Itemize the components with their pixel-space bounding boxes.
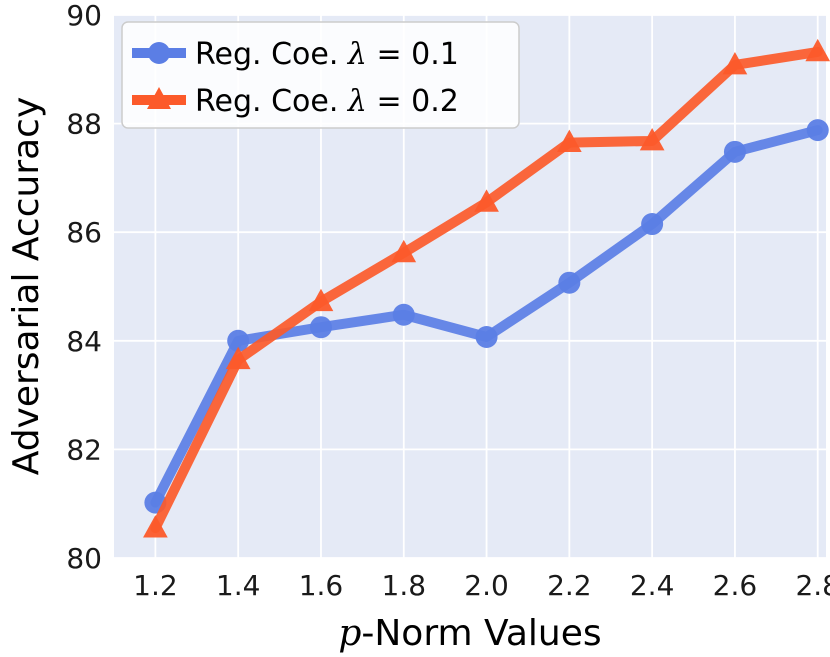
x-tick-labels: 1.2 1.4 1.6 1.8 2.0 2.2 2.4 2.6 2.8 (133, 569, 830, 602)
legend-marker-triangle (147, 87, 171, 109)
data-point-triangle (556, 129, 582, 152)
y-tick-label: 82 (66, 433, 102, 466)
x-tick-label: 1.6 (299, 569, 344, 602)
data-point-triangle (805, 38, 830, 62)
x-tick-label: 2.0 (464, 569, 509, 602)
legend-box (121, 21, 520, 129)
y-tick-labels: 80 82 84 86 88 90 (66, 0, 102, 575)
legend-label-series-2: Reg. Coe. λ = 0.2 (195, 84, 459, 119)
y-tick-label: 84 (66, 325, 102, 358)
y-tick-label: 90 (66, 0, 102, 32)
legend-label-series-1: Reg. Coe. λ = 0.1 (195, 37, 459, 72)
legend: Reg. Coe. λ = 0.1 Reg. Coe. λ = 0.2 (121, 21, 520, 129)
x-tick-label: 2.6 (713, 569, 758, 602)
data-point-circle (806, 119, 829, 142)
data-point-triangle (225, 346, 251, 370)
data-point-triangle (391, 239, 417, 263)
y-tick-label: 88 (66, 108, 102, 141)
data-point-triangle (639, 127, 665, 151)
data-point-circle (641, 213, 664, 236)
data-point-circle (227, 329, 250, 352)
y-tick-label: 80 (66, 542, 102, 575)
x-tick-label: 2.2 (547, 569, 592, 602)
y-axis-label: Adversarial Accuracy (6, 97, 47, 476)
data-point-triangle (308, 288, 334, 312)
x-tick-label: 1.4 (216, 569, 261, 602)
data-point-triangle (143, 515, 168, 538)
x-axis-label: p-Norm Values (338, 613, 601, 654)
x-tick-label: 1.8 (382, 569, 427, 602)
data-point-circle (392, 303, 415, 326)
data-point-triangle (474, 189, 499, 212)
data-point-circle (309, 316, 332, 339)
x-tick-label: 1.2 (133, 569, 178, 602)
x-tick-label: 2.8 (795, 569, 830, 602)
data-point-circle (723, 140, 746, 163)
data-point-triangle (722, 51, 748, 75)
x-tick-label: 2.4 (630, 569, 675, 602)
data-point-circle (475, 325, 498, 348)
legend-marker-circle (148, 42, 170, 64)
data-point-circle (558, 271, 581, 294)
series-lines (143, 38, 830, 538)
y-tick-label: 86 (66, 216, 102, 249)
